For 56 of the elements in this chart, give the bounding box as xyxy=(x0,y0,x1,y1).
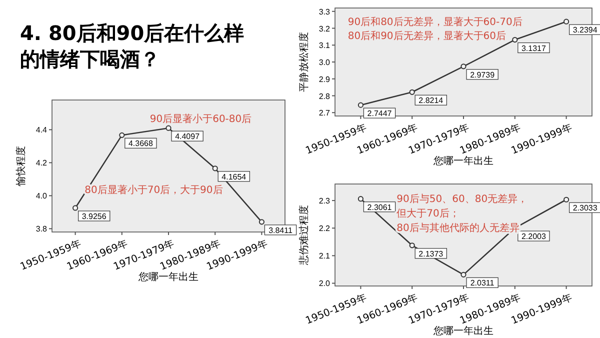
y-tick-label: 3.3 xyxy=(318,7,331,16)
y-tick-label: 2.2 xyxy=(318,224,331,234)
y-axis-title: 悲伤难过程度 xyxy=(298,205,310,266)
y-tick-label: 2.8 xyxy=(318,92,331,101)
data-label: 4.3668 xyxy=(128,139,154,148)
y-tick-label: 2.7 xyxy=(318,108,331,118)
data-label: 2.3033 xyxy=(572,204,598,213)
data-label: 2.8214 xyxy=(418,96,444,106)
point xyxy=(512,36,518,43)
y-tick-label: 4.0 xyxy=(36,192,48,201)
annotation: 90后与50、60、80无差异， xyxy=(396,193,528,206)
data-label: 3.8411 xyxy=(268,226,293,235)
point xyxy=(564,18,570,24)
x-axis-title: 您哪一年出生 xyxy=(432,155,494,167)
y-tick-label: 2.9 xyxy=(318,74,331,84)
y-tick-label: 2.0 xyxy=(318,279,331,288)
data-label: 4.4097 xyxy=(175,132,200,142)
data-label: 2.3061 xyxy=(367,202,392,212)
data-label: 2.1373 xyxy=(418,249,444,258)
point xyxy=(358,196,364,202)
annotation: 90后显著小于60-80后 xyxy=(150,112,252,125)
point xyxy=(72,205,78,211)
point xyxy=(358,102,364,108)
point xyxy=(460,64,466,70)
data-label: 4.1654 xyxy=(222,172,247,182)
x-axis-title: 您哪一年出生 xyxy=(138,271,198,283)
point xyxy=(212,166,218,172)
chart-title: 4. 80后和90后在什么样的情绪下喝酒？ xyxy=(20,21,244,71)
data-label: 3.1317 xyxy=(521,44,546,53)
point xyxy=(460,272,466,278)
y-tick-label: 2.3 xyxy=(318,196,331,206)
point xyxy=(409,89,415,95)
data-label: 2.7447 xyxy=(367,109,392,118)
annotation: 80后和90后无差异，显著大于60后 xyxy=(348,30,506,42)
data-label: 3.2394 xyxy=(572,26,598,35)
data-label: 2.9739 xyxy=(470,70,496,80)
data-label: 2.0311 xyxy=(470,278,495,288)
point xyxy=(564,196,570,202)
point xyxy=(409,242,415,248)
y-axis-title: 平静放松程度 xyxy=(298,32,310,92)
y-tick-label: 2.1 xyxy=(318,252,331,261)
point xyxy=(258,219,264,225)
data-label: 3.9256 xyxy=(82,212,107,221)
y-tick-label: 4.4 xyxy=(36,126,48,135)
annotation: 90后和80后无差异，显著大于60-70后 xyxy=(348,16,522,28)
point xyxy=(119,132,125,138)
annotation: 但大于70后； xyxy=(396,208,460,220)
y-tick-label: 3.1 xyxy=(318,41,331,50)
y-axis-title: 愉快程度 xyxy=(15,146,27,187)
data-label: 2.2003 xyxy=(521,232,546,242)
y-tick-label: 3.2 xyxy=(318,24,331,34)
point xyxy=(166,125,172,131)
y-tick-label: 3.8 xyxy=(36,224,48,234)
y-tick-label: 3.0 xyxy=(318,58,331,67)
x-axis-title: 您哪一年出生 xyxy=(432,325,494,337)
y-tick-label: 4.2 xyxy=(36,158,48,168)
